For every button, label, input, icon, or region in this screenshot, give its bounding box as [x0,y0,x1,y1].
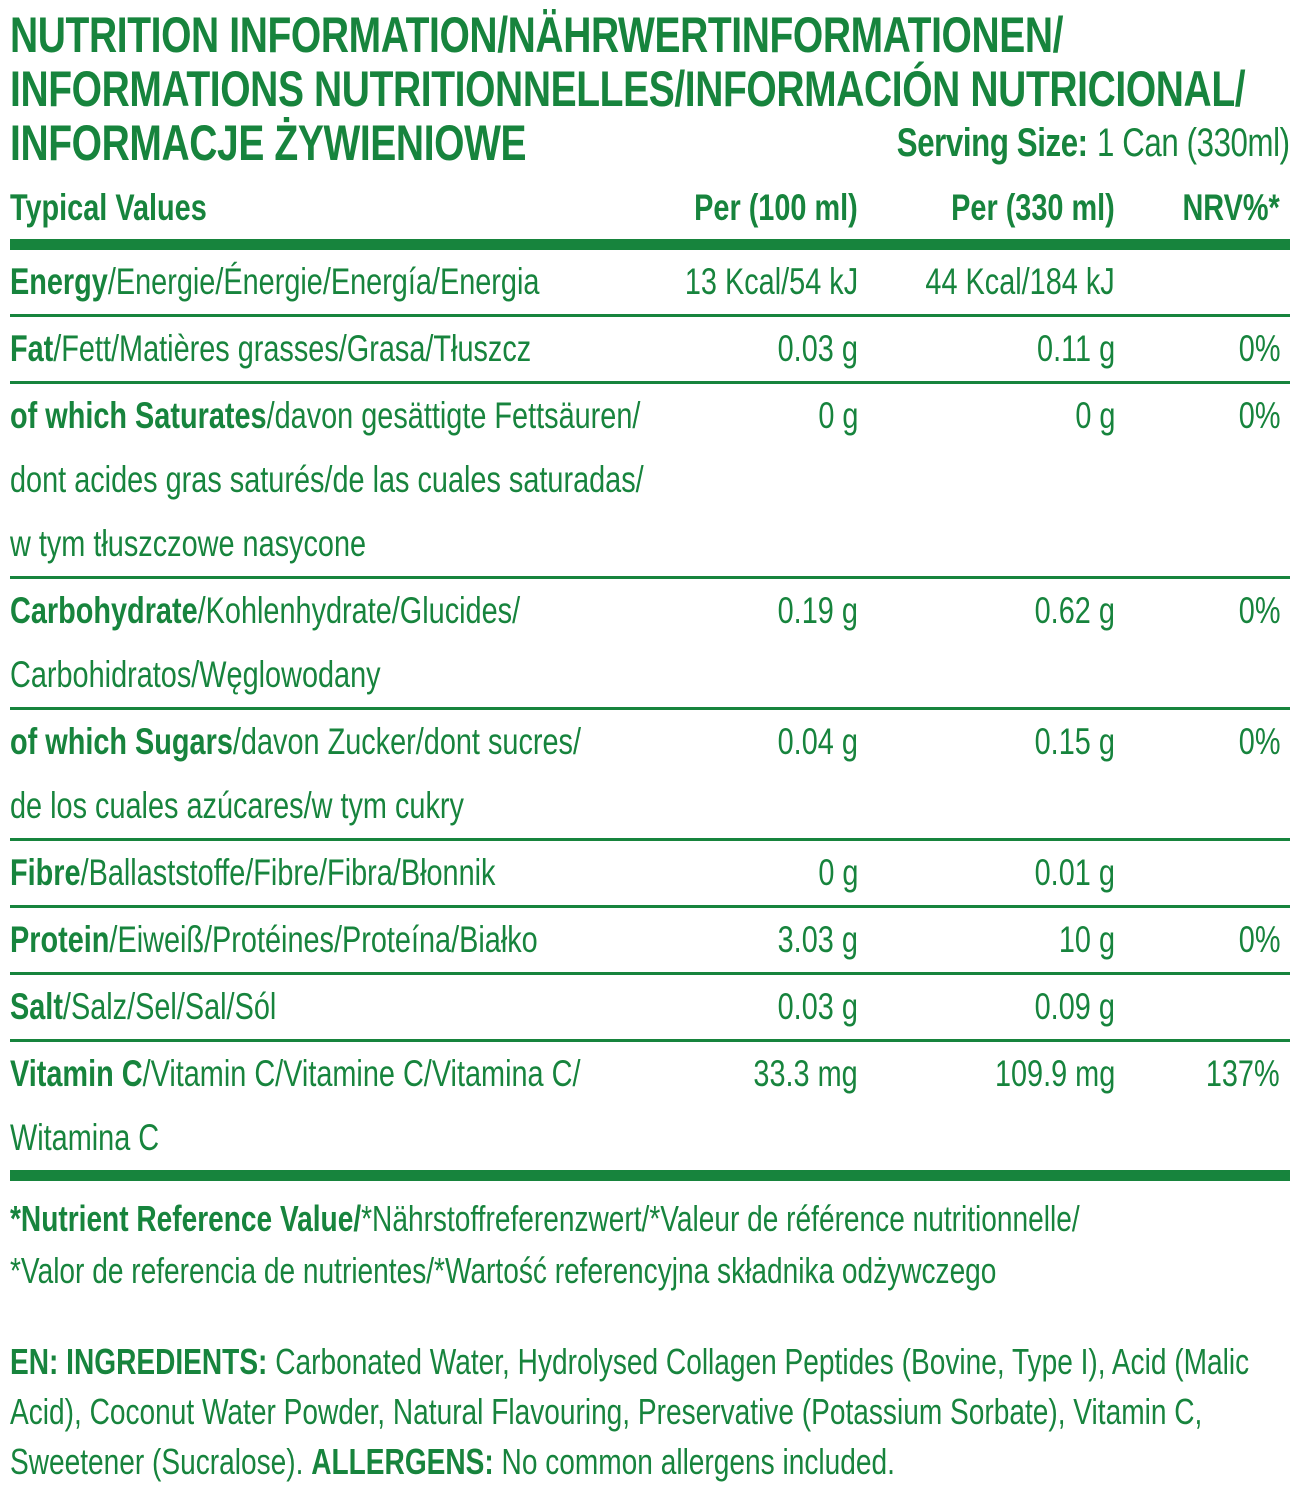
nutrient-translations-extra: Carbohidratos/Węglowodany [10,654,381,695]
serving-size-value: 1 Can (330ml) [1097,121,1290,165]
serving-size: Serving Size: 1 Can (330ml) [897,116,1290,170]
row-fat: Fat/Fett/Matières grasses/Grasa/Tłuszcz … [10,317,1290,381]
nutrient-translations: /Salz/Sel/Sal/Sól [62,986,277,1027]
value-per-330ml: 0.09 g [1034,986,1115,1027]
value-per-100ml: 33.3 mg [753,1053,858,1094]
value-per-330ml: 0.11 g [1036,328,1115,369]
nutrient-name: Fibre [10,852,81,893]
title-text-2: INFORMATIONS NUTRITIONNELLES/INFORMACIÓN… [10,61,1246,117]
ingredients-section: EN: INGREDIENTS: Carbonated Water, Hydro… [10,1337,1289,1487]
title-line-2: INFORMATIONS NUTRITIONNELLES/INFORMACIÓN… [10,62,1290,116]
row-divider [10,707,1290,710]
value-per-100ml: 3.03 g [777,919,858,960]
value-per-100ml: 0.19 g [777,590,858,631]
row-divider [10,838,1290,841]
title-line-1: NUTRITION INFORMATION/NÄHRWERTINFORMATIO… [10,8,1290,62]
column-header-typical-values: Typical Values [10,187,207,228]
row-divider [10,314,1290,317]
nutrient-translations-extra: de los cuales azúcares/w tym cukry [10,785,464,826]
title-text-1: NUTRITION INFORMATION/NÄHRWERTINFORMATIO… [10,7,1064,63]
row-protein: Protein/Eiweiß/Protéines/Proteína/Białko… [10,908,1290,972]
value-nrv: 0% [1238,721,1280,762]
nutrient-label-vitamin-c: Vitamin C/Vitamin C/Vitamine C/Vitamina … [10,1042,1008,1170]
row-divider [10,972,1290,975]
nutrient-label-carbohydrate: Carbohydrate/Kohlenhydrate/Glucides/Carb… [10,579,1008,707]
nutrient-translations: /Fett/Matières grasses/Grasa/Tłuszcz [53,328,532,369]
nrv-footnote-bold: *Nutrient Reference Value/ [10,1198,362,1239]
nutrient-name: Salt [10,986,63,1027]
nutrient-translations: /Energie/Énergie/Energía/Energia [107,261,540,302]
value-per-100ml: 0.03 g [777,986,858,1027]
nutrient-translations: /Ballaststoffe/Fibre/Fibra/Błonnik [80,852,496,893]
value-per-330ml: 109.9 mg [994,1053,1115,1094]
nutrient-label-sugars: of which Sugars/davon Zucker/dont sucres… [10,710,1008,838]
nutrient-label-fat: Fat/Fett/Matières grasses/Grasa/Tłuszcz [10,317,1008,381]
nrv-footnote: *Nutrient Reference Value/*Nährstoffrefe… [10,1193,1293,1297]
value-nrv: 0% [1238,395,1280,436]
value-nrv: 0% [1238,919,1280,960]
allergens-label: ALLERGENS: [311,1441,494,1482]
title-line-3: INFORMACJE ŻYWIENIOWE Serving Size: 1 Can… [10,116,1290,170]
nrv-footnote-rest: *Nährstoffreferenzwert/*Valeur de référe… [10,1198,1080,1291]
row-carbohydrate: Carbohydrate/Kohlenhydrate/Glucides/Carb… [10,579,1290,707]
row-vitamin-c: Vitamin C/Vitamin C/Vitamine C/Vitamina … [10,1042,1290,1170]
value-per-330ml: 0.01 g [1034,852,1115,893]
nutrient-translations: /Eiweiß/Protéines/Proteína/Białko [109,919,538,960]
ingredients-label: EN: INGREDIENTS: [10,1341,268,1382]
nutrient-label-energy: Energy/Energie/Énergie/Energía/Energia [10,250,1008,314]
value-per-100ml: 13 Kcal/54 kJ [684,261,858,302]
divider-bar-bottom [10,1170,1290,1181]
row-sugars: of which Sugars/davon Zucker/dont sucres… [10,710,1290,838]
column-header-per-330ml: Per (330 ml) [951,187,1115,228]
nutrient-name: Carbohydrate [10,590,198,631]
nutrient-label-salt: Salt/Salz/Sel/Sal/Sól [10,975,1008,1039]
value-per-100ml: 0 g [817,852,858,893]
allergens-text: No common allergens included. [493,1441,895,1482]
row-fibre: Fibre/Ballaststoffe/Fibre/Fibra/Błonnik … [10,841,1290,905]
value-per-100ml: 0 g [817,395,858,436]
serving-size-label: Serving Size: [897,121,1089,165]
nutrient-label-protein: Protein/Eiweiß/Protéines/Proteína/Białko [10,908,1008,972]
nutrient-translations: /davon Zucker/dont sucres/ [232,721,581,762]
value-per-100ml: 0.03 g [777,328,858,369]
nutrient-label-saturates: of which Saturates/davon gesättigte Fett… [10,384,1008,576]
nutrient-name: Protein [10,919,110,960]
ingredients-text: Carbonated Water, Hydrolysed Collagen Pe… [10,1341,1250,1482]
row-saturates: of which Saturates/davon gesättigte Fett… [10,384,1290,576]
nutrient-name: Fat [10,328,54,369]
nutrient-name: Energy [10,261,108,302]
row-divider [10,381,1290,384]
value-per-330ml: 0.15 g [1034,721,1115,762]
row-divider [10,905,1290,908]
title-text-3: INFORMACJE ŻYWIENIOWE [10,115,527,171]
value-nrv: 0% [1238,590,1280,631]
nutrient-name: of which Saturates [10,395,267,436]
column-header-per-100ml: Per (100 ml) [694,187,858,228]
value-per-330ml: 10 g [1058,919,1115,960]
row-divider [10,576,1290,579]
nutrient-translations: /Kohlenhydrate/Glucides/ [197,590,521,631]
nutrient-name: Vitamin C [10,1053,143,1094]
nutrient-translations-extra: dont acides gras saturés/de las cuales s… [10,459,644,564]
value-per-330ml: 0 g [1074,395,1115,436]
nutrient-translations: /davon gesättigte Fettsäuren/ [266,395,641,436]
row-divider [10,1039,1290,1042]
value-per-330ml: 0.62 g [1034,590,1115,631]
nutrient-translations-extra: Witamina C [10,1117,160,1158]
row-salt: Salt/Salz/Sel/Sal/Sól 0.03 g 0.09 g [10,975,1290,1039]
divider-bar-top [10,239,1290,250]
value-per-330ml: 44 Kcal/184 kJ [925,261,1115,302]
column-header-nrv: NRV%* [1182,187,1280,228]
value-per-100ml: 0.04 g [777,721,858,762]
table-header-row: Typical Values Per (100 ml) Per (330 ml)… [10,182,1290,234]
value-nrv: 137% [1206,1053,1280,1094]
value-nrv: 0% [1238,328,1280,369]
nutrient-name: of which Sugars [10,721,233,762]
row-energy: Energy/Energie/Énergie/Energía/Energia 1… [10,250,1290,314]
nutrient-label-fibre: Fibre/Ballaststoffe/Fibre/Fibra/Błonnik [10,841,1008,905]
nutrient-translations: /Vitamin C/Vitamine C/Vitamina C/ [142,1053,581,1094]
